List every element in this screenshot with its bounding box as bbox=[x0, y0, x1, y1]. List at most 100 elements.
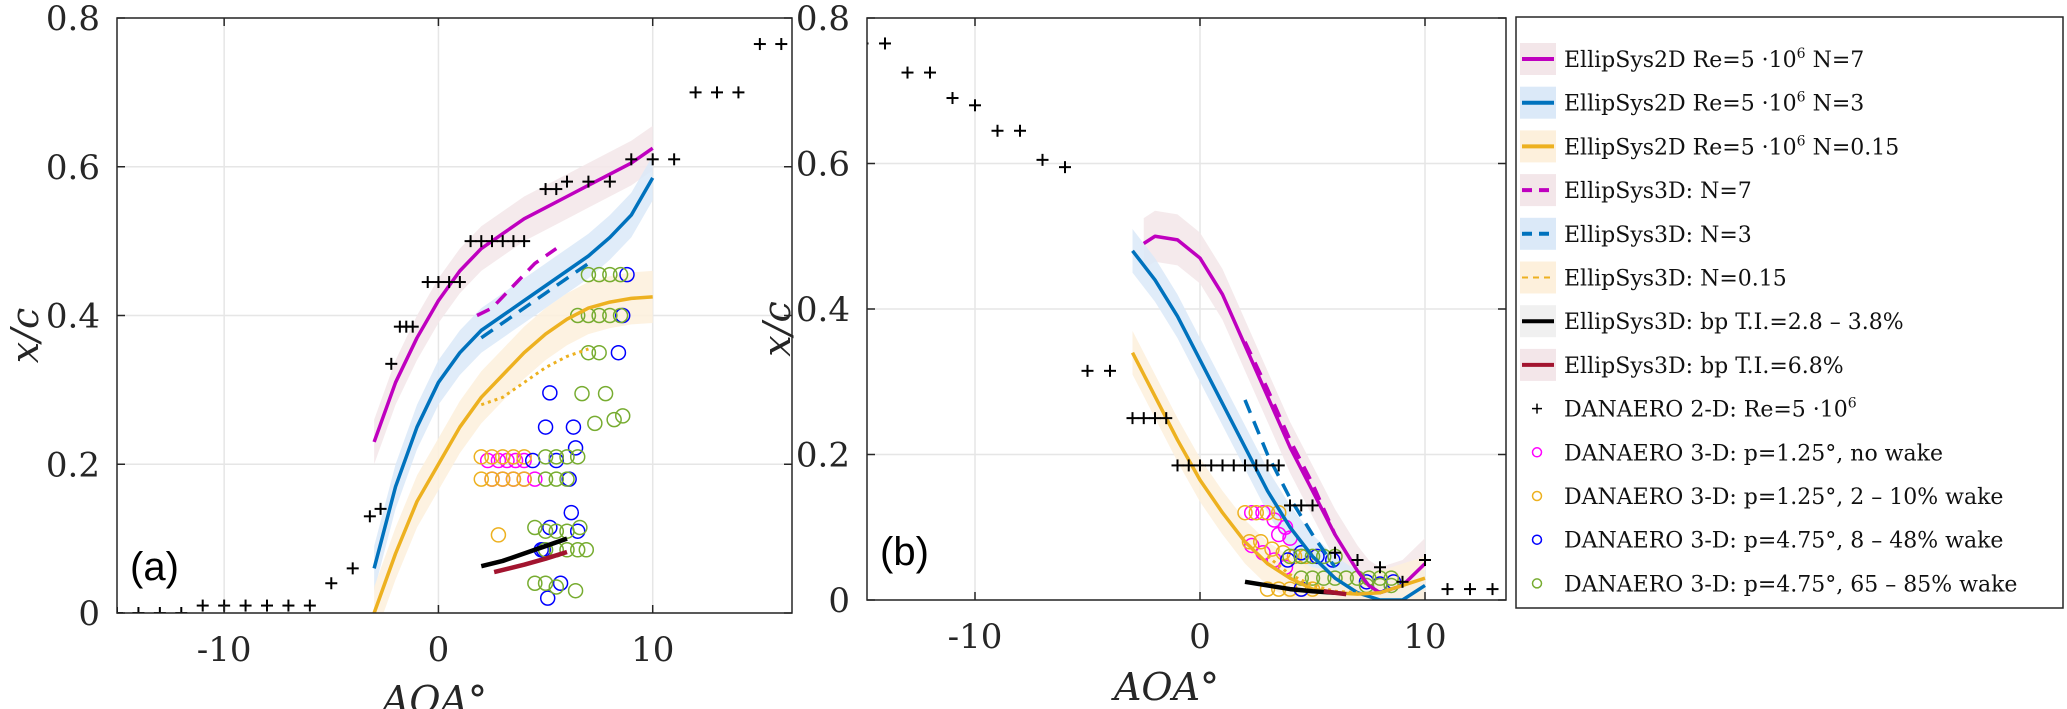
legend-label-superscript: 6 bbox=[1848, 396, 1857, 412]
legend-swatch-circle bbox=[1531, 578, 1543, 589]
legend-entry: EllipSys3D: N=7 bbox=[1520, 174, 1752, 207]
legend-entry: EllipSys2D Re=5 ·106 N=7 bbox=[1520, 43, 1864, 75]
uncertainty-band bbox=[374, 155, 653, 591]
marker-circle bbox=[602, 266, 618, 283]
marker-circle bbox=[1271, 504, 1287, 521]
marker-plus bbox=[1351, 553, 1364, 566]
marker-plus bbox=[1464, 583, 1476, 596]
marker-plus bbox=[385, 357, 398, 370]
marker-circle bbox=[614, 408, 631, 424]
x-tick-label: -10 bbox=[948, 617, 1003, 657]
marker-circle bbox=[1282, 548, 1298, 565]
marker-circle bbox=[1244, 537, 1260, 554]
marker-circle bbox=[591, 344, 607, 361]
marker-circle bbox=[537, 419, 554, 435]
marker-circle bbox=[542, 385, 558, 401]
marker-circle bbox=[537, 449, 554, 465]
marker-plus bbox=[303, 599, 316, 612]
marker-plus bbox=[1194, 459, 1206, 472]
marker-plus bbox=[879, 37, 891, 50]
legend-entry: DANAERO 3-D: p=4.75°, 65 – 85% wake bbox=[1531, 572, 2017, 597]
x-tick-label: 0 bbox=[1189, 617, 1211, 657]
legend-entry: DANAERO 3-D: p=4.75°, 8 – 48% wake bbox=[1531, 529, 2003, 554]
marker-plus bbox=[421, 276, 434, 289]
x-axis-label: AOA° bbox=[1111, 665, 1219, 709]
marker-plus bbox=[406, 320, 419, 333]
marker-plus bbox=[753, 38, 766, 51]
legend-entry: EllipSys3D: N=3 bbox=[1520, 217, 1752, 250]
y-tick-label: 0.2 bbox=[796, 436, 850, 476]
legend-label-text: DANAERO 3-D: p=1.25°, no wake bbox=[1564, 441, 1943, 466]
y-tick-label: 0.4 bbox=[46, 297, 100, 337]
y-tick-label: 0.8 bbox=[796, 0, 850, 39]
legend-label: DANAERO 3-D: p=4.75°, 8 – 48% wake bbox=[1564, 529, 2003, 554]
marker-plus bbox=[1272, 459, 1285, 472]
legend-label: EllipSys3D: N=7 bbox=[1564, 179, 1752, 204]
legend-label: EllipSys3D: N=3 bbox=[1564, 223, 1752, 248]
marker-circle bbox=[516, 471, 532, 487]
marker-circle bbox=[548, 471, 565, 487]
legend-label-superscript: 6 bbox=[1797, 90, 1806, 106]
marker-circle bbox=[1293, 548, 1309, 565]
marker-plus bbox=[432, 276, 445, 289]
marker-plus bbox=[1104, 364, 1116, 377]
legend-label-text: DANAERO 2-D: Re=5 ·10 bbox=[1564, 398, 1848, 423]
panel-label: (b) bbox=[880, 530, 929, 574]
marker-circle bbox=[516, 449, 532, 465]
marker-plus bbox=[363, 510, 376, 523]
series-line bbox=[372, 295, 653, 613]
legend-label-text: EllipSys2D Re=5 ·10 bbox=[1564, 135, 1797, 160]
marker-circle bbox=[1309, 548, 1325, 565]
marker-plus bbox=[1239, 459, 1251, 472]
uncertainty-band bbox=[374, 125, 653, 465]
marker-circle bbox=[567, 440, 584, 456]
marker-plus bbox=[1227, 459, 1240, 472]
series-line bbox=[480, 536, 568, 569]
legend-label: EllipSys3D: N=0.15 bbox=[1564, 267, 1787, 292]
marker-plus bbox=[646, 153, 659, 166]
marker-circle bbox=[473, 471, 490, 487]
legend: EllipSys2D Re=5 ·106 N=7 EllipSys2D Re=5 … bbox=[1515, 16, 2064, 609]
legend-label-text: N=3 bbox=[1806, 92, 1865, 117]
y-tick-label: 0.2 bbox=[46, 445, 100, 485]
legend-entry: EllipSys3D: bp T.I.=2.8 – 3.8% bbox=[1520, 305, 1904, 338]
y-axis-label: x/c bbox=[3, 308, 47, 364]
marker-plus bbox=[518, 235, 531, 248]
marker-circle bbox=[610, 344, 627, 361]
series-line bbox=[372, 146, 654, 443]
marker-circle bbox=[569, 449, 586, 465]
marker-circle bbox=[606, 411, 622, 428]
marker-plus bbox=[1295, 499, 1308, 512]
marker-plus bbox=[550, 183, 563, 196]
marker-circle bbox=[578, 542, 595, 558]
legend-label-text: DANAERO 3-D: p=4.75°, 8 – 48% wake bbox=[1564, 529, 2003, 554]
y-tick-label: 0.6 bbox=[46, 148, 100, 188]
legend-entry: EllipSys3D: N=0.15 bbox=[1520, 261, 1787, 294]
marker-circle bbox=[619, 266, 635, 283]
x-tick-label: 0 bbox=[428, 630, 450, 670]
marker-plus bbox=[969, 99, 981, 112]
marker-plus bbox=[443, 276, 456, 289]
marker-plus bbox=[1171, 459, 1184, 472]
marker-circle bbox=[490, 527, 507, 543]
marker-circle bbox=[1383, 570, 1399, 586]
marker-circle bbox=[548, 523, 565, 539]
marker-plus bbox=[1441, 583, 1454, 596]
marker-plus bbox=[196, 599, 209, 612]
x-axis-label: AOA° bbox=[379, 678, 487, 709]
marker-circle bbox=[548, 452, 565, 469]
marker-circle bbox=[505, 449, 522, 465]
marker-plus bbox=[153, 607, 166, 613]
series-line bbox=[1244, 579, 1336, 595]
marker-plus bbox=[901, 66, 914, 79]
y-tick-label: 0.4 bbox=[796, 290, 850, 330]
marker-plus bbox=[374, 502, 387, 515]
marker-plus bbox=[1014, 124, 1026, 137]
marker-circle bbox=[572, 519, 588, 536]
legend-box bbox=[1515, 16, 2064, 609]
x-tick-label: -10 bbox=[197, 630, 252, 670]
marker-circle bbox=[527, 471, 543, 487]
marker-circle bbox=[569, 523, 586, 539]
marker-plus bbox=[561, 175, 573, 188]
